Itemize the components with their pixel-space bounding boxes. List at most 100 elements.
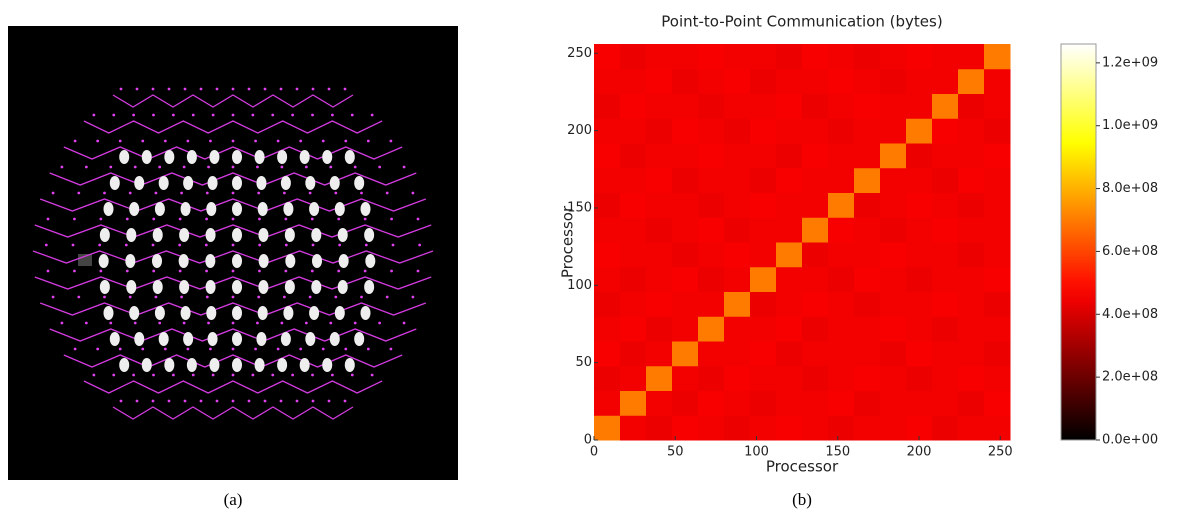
render-node bbox=[134, 332, 145, 346]
render-dot bbox=[364, 243, 368, 247]
heatmap-cell bbox=[932, 167, 959, 193]
heatmap-cell bbox=[932, 118, 959, 144]
heatmap-cell bbox=[776, 93, 803, 119]
render-dot bbox=[171, 373, 175, 377]
heatmap-cell bbox=[802, 143, 829, 169]
heatmap-cell bbox=[698, 341, 725, 367]
heatmap-cell bbox=[984, 341, 1011, 367]
render-dot bbox=[180, 191, 183, 195]
render-dot bbox=[416, 269, 420, 273]
render-dot bbox=[363, 217, 367, 221]
render-dot bbox=[350, 373, 354, 377]
heatmap-cell bbox=[698, 118, 725, 144]
render-dot bbox=[199, 399, 203, 403]
render-dot bbox=[152, 373, 155, 377]
heatmap-cell bbox=[750, 316, 777, 342]
colorbar-tick-label: 1.0e+09 bbox=[1102, 118, 1158, 133]
heatmap-cell bbox=[750, 143, 777, 169]
heatmap-cell bbox=[984, 217, 1011, 243]
render-wire bbox=[83, 380, 383, 394]
render-dot bbox=[163, 139, 167, 143]
heatmap-cell bbox=[724, 266, 751, 292]
heatmap-cell bbox=[776, 365, 803, 391]
render-dot bbox=[103, 191, 106, 195]
heatmap-cell bbox=[698, 143, 725, 169]
render-dot bbox=[103, 295, 106, 299]
render-dot bbox=[112, 373, 116, 377]
render-dot bbox=[271, 113, 275, 117]
render-dot bbox=[327, 399, 331, 403]
heatmap-cell bbox=[802, 217, 829, 243]
heatmap-cell bbox=[854, 242, 881, 268]
heatmap-cell bbox=[958, 167, 985, 193]
render-dot bbox=[416, 217, 420, 221]
render-dot bbox=[154, 191, 158, 195]
render-dot bbox=[84, 321, 88, 325]
render-dot bbox=[231, 165, 235, 169]
heatmap-cell bbox=[776, 118, 803, 144]
render-node bbox=[305, 332, 316, 346]
render-node bbox=[258, 280, 269, 294]
render-dot bbox=[211, 113, 215, 117]
render-dot bbox=[370, 113, 374, 117]
heatmap-cell bbox=[776, 390, 803, 416]
render-dot bbox=[327, 87, 331, 91]
heatmap-cell bbox=[672, 44, 699, 70]
render-dot bbox=[178, 217, 182, 221]
heatmap-cell bbox=[906, 266, 933, 292]
heatmap-cell bbox=[594, 415, 621, 441]
render-dot bbox=[360, 295, 363, 299]
heatmap-cell bbox=[776, 316, 803, 342]
heatmap-cell bbox=[750, 118, 777, 144]
render-dot bbox=[182, 321, 186, 325]
colorbar-tick-label: 0.0e+00 bbox=[1102, 433, 1158, 448]
render-node bbox=[334, 202, 345, 216]
render-dot bbox=[231, 373, 235, 377]
heatmap-cell bbox=[906, 143, 933, 169]
heatmap-cell bbox=[958, 316, 985, 342]
render-dot bbox=[283, 295, 286, 299]
render-node bbox=[277, 150, 288, 164]
heatmap-cell bbox=[698, 44, 725, 70]
render-node bbox=[354, 176, 365, 190]
y-tick-label: 0 bbox=[584, 433, 592, 448]
render-wire bbox=[49, 172, 417, 186]
heatmap-cell bbox=[828, 291, 855, 317]
heatmap-cell bbox=[880, 415, 907, 441]
heatmap-cell bbox=[854, 217, 881, 243]
heatmap-cell bbox=[854, 291, 881, 317]
heatmap-cell bbox=[906, 44, 933, 70]
heatmap-cell bbox=[828, 390, 855, 416]
heatmap-cell bbox=[802, 93, 829, 119]
render-dot bbox=[271, 373, 275, 377]
render-dot bbox=[128, 295, 132, 299]
heatmap-cell bbox=[880, 390, 907, 416]
render-dot bbox=[258, 269, 261, 273]
render-node bbox=[311, 228, 322, 242]
render-dot bbox=[280, 321, 284, 325]
render-dot bbox=[279, 399, 283, 403]
heatmap-cell bbox=[594, 93, 621, 119]
heatmap-cell bbox=[828, 44, 855, 70]
heatmap-cell bbox=[646, 143, 673, 169]
render-node bbox=[360, 202, 371, 216]
heatmap-cell bbox=[802, 68, 829, 94]
heatmap-cell bbox=[854, 68, 881, 94]
render-dot bbox=[118, 347, 122, 351]
render-node bbox=[284, 228, 295, 242]
heatmap-cell bbox=[594, 266, 621, 292]
render-dot bbox=[98, 243, 102, 247]
heatmap-cell bbox=[672, 266, 699, 292]
heatmap-cell bbox=[672, 365, 699, 391]
heatmap-cell bbox=[802, 266, 829, 292]
render-node bbox=[299, 358, 310, 372]
heatmap-cell bbox=[932, 266, 959, 292]
heatmap-cell bbox=[984, 167, 1011, 193]
heatmap-cell bbox=[750, 192, 777, 218]
render-dot bbox=[251, 373, 255, 377]
render-wire bbox=[112, 94, 354, 108]
render-dot bbox=[92, 373, 96, 377]
render-dot bbox=[231, 347, 235, 351]
heatmap-cell bbox=[984, 242, 1011, 268]
heatmap-cell bbox=[958, 192, 985, 218]
